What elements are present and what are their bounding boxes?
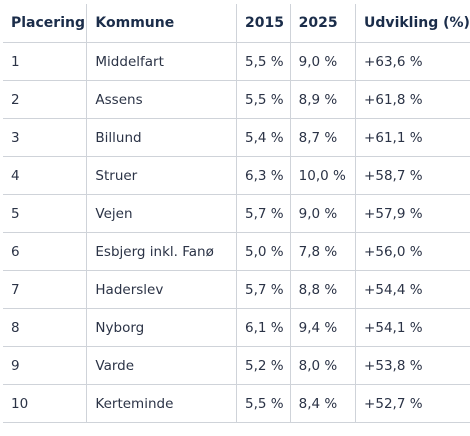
cell-2025: 8,0 % <box>289 346 357 385</box>
table-row: 7 Haderslev 5,7 % 8,8 % +54,4 % <box>3 270 470 309</box>
cell-kommune: Esbjerg inkl. Fanø <box>86 232 237 271</box>
cell-2015: 5,7 % <box>236 270 291 309</box>
cell-2015: 5,5 % <box>236 80 291 119</box>
cell-kommune: Middelfart <box>86 42 237 81</box>
cell-placering: 2 <box>3 80 88 119</box>
cell-udvikling: +57,9 % <box>355 194 470 233</box>
table-row: 5 Vejen 5,7 % 9,0 % +57,9 % <box>3 194 470 233</box>
cell-udvikling: +56,0 % <box>355 232 470 271</box>
header-placering: Placering <box>3 4 88 43</box>
header-2025: 2025 <box>289 4 357 43</box>
cell-2025: 8,9 % <box>289 80 357 119</box>
table-row: 2 Assens 5,5 % 8,9 % +61,8 % <box>3 80 470 119</box>
header-kommune: Kommune <box>86 4 237 43</box>
cell-2025: 10,0 % <box>289 156 357 195</box>
cell-2015: 5,7 % <box>236 194 291 233</box>
header-2015: 2015 <box>236 4 291 43</box>
cell-2015: 5,5 % <box>236 42 291 81</box>
cell-placering: 9 <box>3 346 88 385</box>
table-row: 8 Nyborg 6,1 % 9,4 % +54,1 % <box>3 308 470 347</box>
cell-udvikling: +61,8 % <box>355 80 470 119</box>
table-row: 4 Struer 6,3 % 10,0 % +58,7 % <box>3 156 470 195</box>
cell-kommune: Assens <box>86 80 237 119</box>
header-udvikling: Udvikling (%) <box>355 4 470 43</box>
table-row: 9 Varde 5,2 % 8,0 % +53,8 % <box>3 346 470 385</box>
cell-udvikling: +54,1 % <box>355 308 470 347</box>
cell-2025: 7,8 % <box>289 232 357 271</box>
table-row: 6 Esbjerg inkl. Fanø 5,0 % 7,8 % +56,0 % <box>3 232 470 271</box>
cell-placering: 5 <box>3 194 88 233</box>
cell-2015: 6,3 % <box>236 156 291 195</box>
cell-kommune: Struer <box>86 156 237 195</box>
cell-kommune: Haderslev <box>86 270 237 309</box>
table-row: 10 Kerteminde 5,5 % 8,4 % +52,7 % <box>3 384 470 423</box>
cell-udvikling: +61,1 % <box>355 118 470 157</box>
cell-2025: 9,0 % <box>289 194 357 233</box>
cell-kommune: Kerteminde <box>86 384 237 423</box>
cell-2025: 8,8 % <box>289 270 357 309</box>
cell-kommune: Billund <box>86 118 237 157</box>
cell-kommune: Nyborg <box>86 308 237 347</box>
cell-kommune: Vejen <box>86 194 237 233</box>
cell-2015: 5,2 % <box>236 346 291 385</box>
cell-2015: 5,5 % <box>236 384 291 423</box>
cell-udvikling: +52,7 % <box>355 384 470 423</box>
cell-2015: 5,0 % <box>236 232 291 271</box>
table-body: 1 Middelfart 5,5 % 9,0 % +63,6 % 2 Assen… <box>3 42 470 423</box>
cell-2025: 8,7 % <box>289 118 357 157</box>
table-header: Placering Kommune 2015 2025 Udvikling (%… <box>3 4 470 43</box>
cell-2025: 9,0 % <box>289 42 357 81</box>
table-row: 3 Billund 5,4 % 8,7 % +61,1 % <box>3 118 470 157</box>
cell-2015: 5,4 % <box>236 118 291 157</box>
cell-2015: 6,1 % <box>236 308 291 347</box>
cell-udvikling: +53,8 % <box>355 346 470 385</box>
cell-placering: 6 <box>3 232 88 271</box>
cell-placering: 10 <box>3 384 88 423</box>
cell-placering: 1 <box>3 42 88 81</box>
cell-placering: 4 <box>3 156 88 195</box>
cell-2025: 9,4 % <box>289 308 357 347</box>
header-row: Placering Kommune 2015 2025 Udvikling (%… <box>3 4 470 43</box>
cell-kommune: Varde <box>86 346 237 385</box>
cell-udvikling: +63,6 % <box>355 42 470 81</box>
cell-placering: 8 <box>3 308 88 347</box>
ranking-table-container: Placering Kommune 2015 2025 Udvikling (%… <box>3 4 470 423</box>
cell-udvikling: +58,7 % <box>355 156 470 195</box>
table-row: 1 Middelfart 5,5 % 9,0 % +63,6 % <box>3 42 470 81</box>
cell-2025: 8,4 % <box>289 384 357 423</box>
cell-udvikling: +54,4 % <box>355 270 470 309</box>
ranking-table: Placering Kommune 2015 2025 Udvikling (%… <box>3 4 470 423</box>
cell-placering: 7 <box>3 270 88 309</box>
cell-placering: 3 <box>3 118 88 157</box>
